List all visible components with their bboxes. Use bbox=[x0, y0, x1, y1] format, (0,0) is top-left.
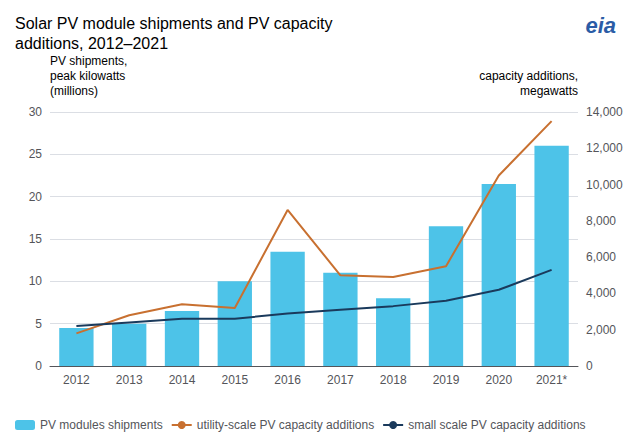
svg-text:6,000: 6,000 bbox=[586, 250, 616, 264]
svg-text:peak kilowatts: peak kilowatts bbox=[50, 69, 125, 83]
svg-text:2,000: 2,000 bbox=[586, 323, 616, 337]
svg-text:15: 15 bbox=[29, 232, 43, 246]
svg-text:4,000: 4,000 bbox=[586, 286, 616, 300]
svg-text:12,000: 12,000 bbox=[586, 141, 623, 155]
svg-text:2018: 2018 bbox=[380, 373, 407, 387]
svg-text:5: 5 bbox=[35, 317, 42, 331]
svg-text:8,000: 8,000 bbox=[586, 214, 616, 228]
svg-text:additions, 2012–2021: additions, 2012–2021 bbox=[15, 35, 168, 52]
svg-text:utility-scale PV capacity addi: utility-scale PV capacity additions bbox=[197, 418, 374, 432]
svg-text:PV modules shipments: PV modules shipments bbox=[40, 418, 163, 432]
svg-text:2016: 2016 bbox=[274, 373, 301, 387]
svg-text:2019: 2019 bbox=[433, 373, 460, 387]
svg-text:10: 10 bbox=[29, 274, 43, 288]
svg-text:2017: 2017 bbox=[327, 373, 354, 387]
svg-text:0: 0 bbox=[586, 359, 593, 373]
svg-text:PV shipments,: PV shipments, bbox=[50, 54, 127, 68]
svg-text:2014: 2014 bbox=[169, 373, 196, 387]
svg-text:10,000: 10,000 bbox=[586, 178, 623, 192]
svg-text:(millions): (millions) bbox=[50, 84, 98, 98]
svg-text:25: 25 bbox=[29, 147, 43, 161]
svg-text:2021*: 2021* bbox=[536, 373, 568, 387]
svg-text:20: 20 bbox=[29, 190, 43, 204]
svg-text:2020: 2020 bbox=[485, 373, 512, 387]
svg-text:2015: 2015 bbox=[221, 373, 248, 387]
svg-text:megawatts: megawatts bbox=[520, 84, 578, 98]
svg-text:small scale PV capacity additi: small scale PV capacity additions bbox=[408, 418, 585, 432]
svg-text:Solar PV module shipments and: Solar PV module shipments and PV capacit… bbox=[15, 15, 333, 32]
svg-text:2012: 2012 bbox=[63, 373, 90, 387]
svg-text:capacity additions,: capacity additions, bbox=[479, 69, 578, 83]
svg-text:14,000: 14,000 bbox=[586, 105, 623, 119]
svg-text:eia: eia bbox=[585, 13, 616, 38]
svg-text:2013: 2013 bbox=[116, 373, 143, 387]
svg-text:0: 0 bbox=[35, 359, 42, 373]
svg-text:30: 30 bbox=[29, 105, 43, 119]
